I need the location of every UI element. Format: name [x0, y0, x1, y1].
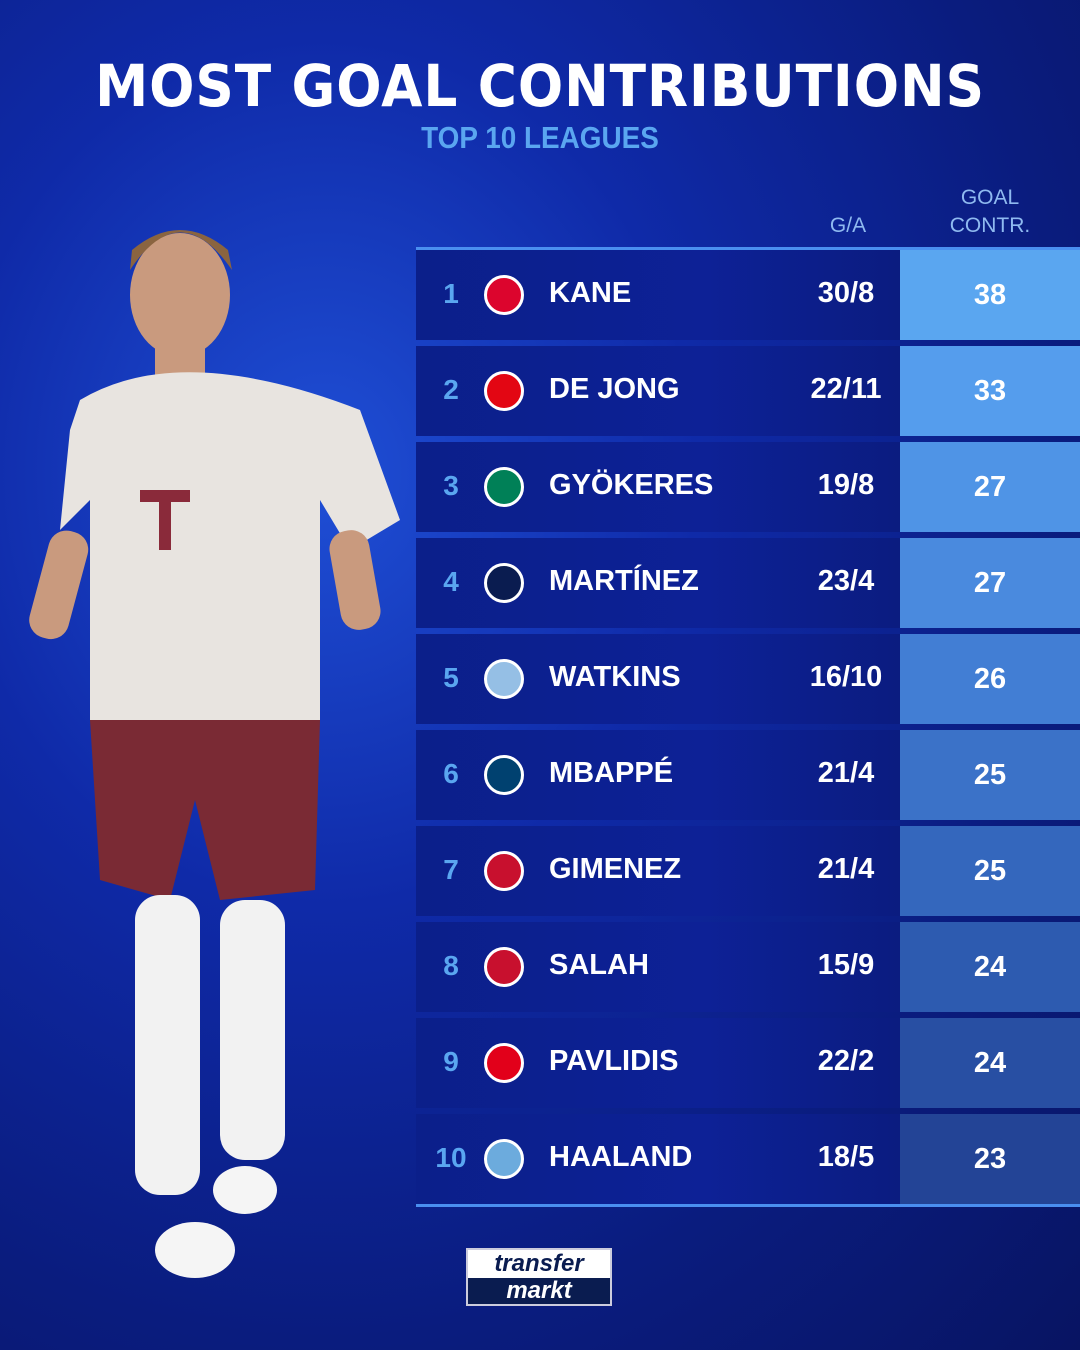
- page-title: MOST GOAL CONTRIBUTIONS: [95, 52, 985, 120]
- table-row: 8 SALAH 15/9 24: [416, 922, 1080, 1012]
- feyenoord-crest-icon: [484, 851, 524, 891]
- inter-crest-icon: [484, 563, 524, 603]
- player-name: KANE: [549, 277, 632, 309]
- goal-contributions: 24: [900, 1018, 1080, 1108]
- column-header-ga: G/A: [829, 214, 867, 237]
- goals-assists: 22/11: [810, 373, 882, 405]
- player-photo: [29, 230, 400, 1278]
- az-alkmaar-crest-icon: [484, 1043, 524, 1083]
- logo-line2: markt: [468, 1278, 610, 1304]
- table-row: 3 GYÖKERES 19/8 27: [416, 442, 1080, 532]
- player-name: WATKINS: [549, 661, 681, 693]
- column-header-contr-line1: GOAL: [960, 186, 1020, 209]
- rank: 3: [443, 470, 459, 501]
- table-row: 1 KANE 30/8 38: [416, 250, 1080, 340]
- rank: 2: [443, 374, 459, 405]
- table-row: 5 WATKINS 16/10 26: [416, 634, 1080, 724]
- logo-line1: transfer: [494, 1250, 584, 1277]
- goal-contributions: 27: [900, 538, 1080, 628]
- goal-contributions: 33: [900, 346, 1080, 436]
- player-name: MARTÍNEZ: [549, 565, 699, 597]
- bayern-munich-crest-icon: [484, 275, 524, 315]
- goals-assists: 21/4: [817, 757, 875, 789]
- psg-crest-icon: [484, 755, 524, 795]
- player-name: DE JONG: [549, 373, 680, 405]
- rank: 7: [443, 854, 459, 885]
- goal-contributions: 25: [900, 826, 1080, 916]
- player-name: PAVLIDIS: [549, 1045, 679, 1077]
- player-name: GYÖKERES: [549, 469, 714, 501]
- goals-assists: 18/5: [817, 1141, 875, 1173]
- transfermarkt-logo: transfer markt: [466, 1248, 612, 1306]
- goals-assists: 30/8: [817, 277, 875, 309]
- table-row: 6 MBAPPÉ 21/4 25: [416, 730, 1080, 820]
- rank: 1: [443, 278, 459, 309]
- player-name: MBAPPÉ: [549, 757, 674, 789]
- rank: 4: [443, 566, 459, 597]
- goals-assists: 16/10: [809, 661, 883, 693]
- goals-assists: 23/4: [817, 565, 875, 597]
- manchester-city-crest-icon: [484, 1139, 524, 1179]
- goal-contributions: 23: [900, 1114, 1080, 1204]
- table-row: 4 MARTÍNEZ 23/4 27: [416, 538, 1080, 628]
- table-bottom-divider: [416, 1204, 1080, 1207]
- player-name: GIMENEZ: [549, 853, 682, 885]
- rank: 8: [443, 950, 459, 981]
- goals-assists: 19/8: [817, 469, 875, 501]
- table-row: 10 HAALAND 18/5 23: [416, 1114, 1080, 1204]
- goals-assists: 21/4: [817, 853, 875, 885]
- table-row: 9 PAVLIDIS 22/2 24: [416, 1018, 1080, 1108]
- rank: 6: [443, 758, 459, 789]
- page-subtitle: TOP 10 LEAGUES: [421, 120, 659, 155]
- rank: 10: [435, 1142, 467, 1173]
- player-name: SALAH: [549, 949, 649, 981]
- table-top-divider: [416, 247, 1080, 250]
- goal-contributions: 24: [900, 922, 1080, 1012]
- table-row: 7 GIMENEZ 21/4 25: [416, 826, 1080, 916]
- liverpool-crest-icon: [484, 947, 524, 987]
- goal-contributions: 26: [900, 634, 1080, 724]
- player-name: HAALAND: [549, 1141, 693, 1173]
- goals-assists: 22/2: [817, 1045, 875, 1077]
- column-header-contr: GOAL CONTR.: [920, 184, 1060, 240]
- aston-villa-crest-icon: [484, 659, 524, 699]
- column-header-contr-line2: CONTR.: [949, 214, 1031, 237]
- goal-contributions: 25: [900, 730, 1080, 820]
- goal-contributions: 27: [900, 442, 1080, 532]
- rank: 9: [443, 1046, 459, 1077]
- psv-crest-icon: [484, 371, 524, 411]
- goals-assists: 15/9: [817, 949, 875, 981]
- goal-contributions: 38: [900, 250, 1080, 340]
- rank: 5: [443, 662, 459, 693]
- table-row: 2 DE JONG 22/11 33: [416, 346, 1080, 436]
- sporting-cp-crest-icon: [484, 467, 524, 507]
